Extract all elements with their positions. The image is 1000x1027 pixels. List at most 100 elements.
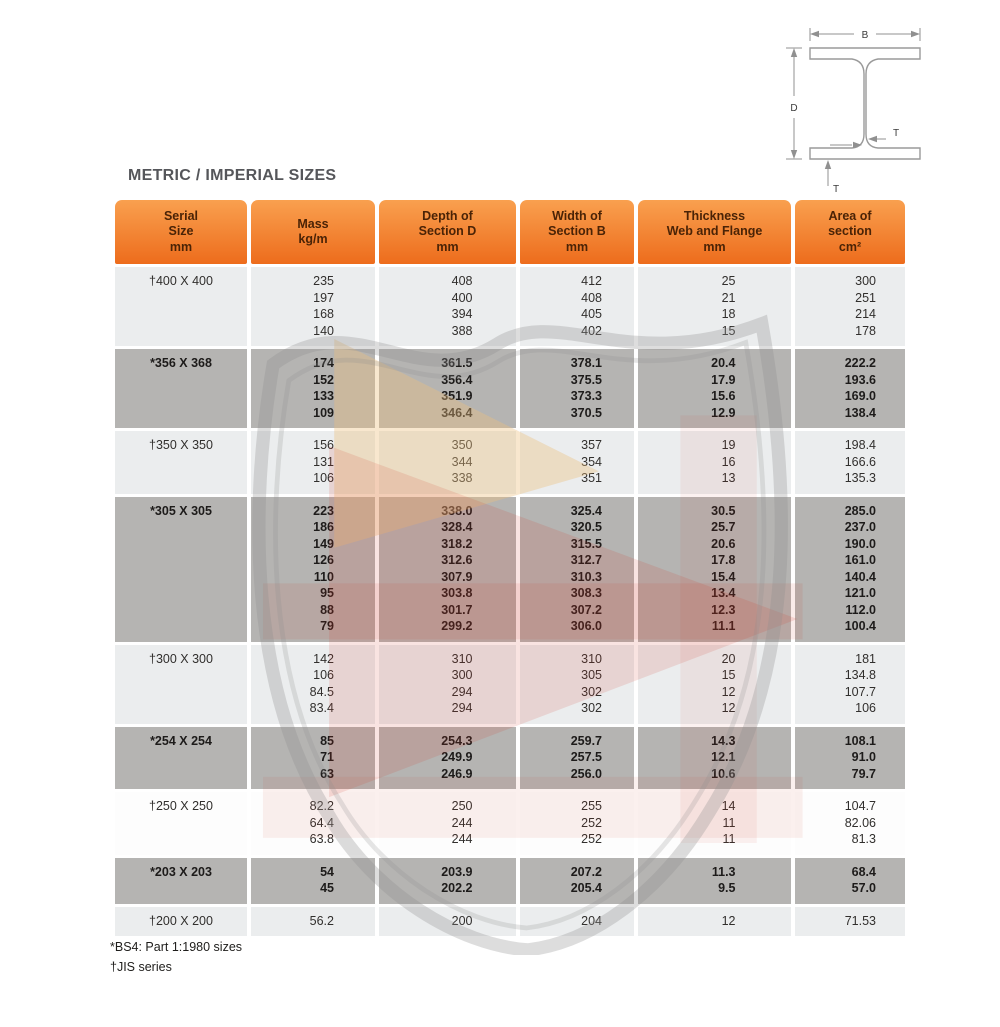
- depth-value: 249.9: [441, 750, 473, 764]
- column-header-line: kg/m: [298, 232, 328, 246]
- mass-value: 106: [313, 668, 334, 682]
- area-value: 138.4: [844, 405, 876, 420]
- mass-cell: 174 152 133 109: [251, 349, 375, 428]
- mass-value: 152: [313, 372, 334, 387]
- width-value: 302: [581, 701, 602, 715]
- thickness-value: 14: [721, 799, 736, 813]
- serial-size-cell: *203 X 203: [115, 857, 247, 904]
- mass-value: 186: [313, 520, 334, 534]
- width-value: 375.5: [570, 372, 602, 387]
- table-row-group: †200 X 200 56.2 200 204 12 71.53: [115, 906, 905, 936]
- table-row-group: †350 X 350 156 131 106 350 344 338 357 354 351 19 1…: [115, 431, 905, 494]
- area-value: 300: [855, 274, 876, 288]
- mass-value: 197: [313, 290, 334, 305]
- depth-value: 356.4: [441, 372, 473, 387]
- thickness-value: 20: [721, 651, 736, 666]
- column-header-mass: Mass kg/m: [251, 200, 375, 264]
- depth-value: 200: [451, 913, 473, 928]
- width-value: 255: [581, 799, 602, 813]
- thickness-value: 12: [721, 684, 736, 699]
- area-cell: 198.4 166.6 135.3: [795, 431, 905, 494]
- width-cell: 255 252 252: [520, 792, 634, 855]
- column-header-line: Width of: [552, 208, 602, 223]
- area-value: 68.4: [851, 864, 876, 879]
- column-header-line: Depth of: [422, 208, 473, 223]
- mass-value: 142: [313, 651, 334, 666]
- serial-size-value: *305 X 305: [150, 503, 212, 518]
- thickness-value: 15.6: [711, 389, 736, 403]
- depth-cell: 250 244 244: [379, 792, 516, 855]
- serial-size-cell: †350 X 350: [115, 431, 247, 494]
- depth-value: 310: [451, 651, 473, 666]
- area-value: 134.8: [844, 668, 876, 682]
- area-value: 81.3: [851, 832, 876, 846]
- column-header-line: Section D: [418, 224, 477, 239]
- serial-size-value: †250 X 250: [149, 799, 213, 813]
- column-header-line: Serial: [163, 208, 199, 223]
- depth-value: 303.8: [441, 586, 473, 600]
- serial-size-cell: †400 X 400: [115, 267, 247, 346]
- column-header-line: Mass: [297, 216, 329, 231]
- width-value: 315.5: [570, 536, 602, 551]
- serial-size-cell: †300 X 300: [115, 644, 247, 724]
- depth-label: D: [790, 103, 797, 114]
- mass-value: 110: [313, 569, 334, 584]
- width-value: 351: [581, 471, 602, 485]
- width-value: 370.5: [570, 405, 602, 420]
- width-cell: 207.2 205.4: [520, 857, 634, 904]
- thickness-value: 17.8: [711, 553, 736, 567]
- thickness-value: 18: [721, 307, 736, 321]
- thickness-cell: 30.5 25.7 20.6 17.8 15.4 13.4 12.3 11.1: [638, 496, 791, 642]
- depth-value: 307.9: [441, 569, 473, 584]
- mass-value: 156: [313, 438, 334, 452]
- column-header-thickness-web-flange: Thickness Web and Flange mm: [638, 200, 791, 264]
- width-cell: 378.1 375.5 373.3 370.5: [520, 349, 634, 428]
- column-header-line: Section B: [548, 224, 606, 239]
- area-value: 91.0: [851, 750, 876, 764]
- mass-value: 63: [320, 766, 334, 781]
- depth-value: 400: [451, 290, 473, 305]
- mass-value: 56.2: [309, 913, 334, 928]
- depth-value: 203.9: [441, 864, 473, 879]
- area-value: 106: [855, 701, 876, 715]
- area-value: 161.0: [844, 553, 876, 567]
- depth-value: 351.9: [441, 389, 473, 403]
- mass-value: 95: [320, 586, 334, 600]
- table-row-group: †300 X 300 142 106 84.5 83.4 310 300 294 294 310 3…: [115, 644, 905, 724]
- depth-value: 202.2: [441, 881, 473, 895]
- mass-value: 106: [313, 471, 334, 485]
- area-value: 71.53: [844, 913, 876, 928]
- area-value: 214: [855, 307, 876, 321]
- thickness-value: 12: [721, 913, 736, 928]
- depth-cell: 203.9 202.2: [379, 857, 516, 904]
- depth-value: 344: [451, 454, 473, 469]
- area-value: 82.06: [844, 815, 876, 830]
- area-cell: 285.0 237.0 190.0 161.0 140.4 121.0 112.0 100.4: [795, 496, 905, 642]
- area-cell: 181 134.8 107.7 106: [795, 644, 905, 724]
- width-value: 252: [581, 815, 602, 830]
- serial-size-cell: †250 X 250: [115, 792, 247, 855]
- thickness-cell: 14.3 12.1 10.6: [638, 726, 791, 789]
- web-thickness-label: T: [893, 128, 899, 139]
- mass-cell: 54 45: [251, 857, 375, 904]
- mass-cell: 156 131 106: [251, 431, 375, 494]
- depth-cell: 200: [379, 906, 516, 936]
- depth-cell: 350 344 338: [379, 431, 516, 494]
- ibeam-section-diagram: B D T T: [786, 28, 921, 195]
- column-header-line: cm²: [838, 239, 862, 254]
- mass-value: 149: [313, 536, 334, 551]
- width-value: 357: [581, 438, 602, 452]
- depth-value: 300: [451, 668, 473, 682]
- area-value: 140.4: [844, 569, 876, 584]
- depth-value: 350: [451, 438, 473, 452]
- width-value: 310: [581, 651, 602, 666]
- mass-value: 109: [313, 405, 334, 420]
- column-header-line: Size: [168, 224, 194, 239]
- footnote-jis: †JIS series: [110, 960, 172, 974]
- area-cell: 300 251 214 178: [795, 267, 905, 346]
- width-value: 308.3: [570, 586, 602, 600]
- serial-size-value: *254 X 254: [150, 733, 212, 748]
- table-row-group: †400 X 400 235 197 168 140 408 400 394 388 412 408…: [115, 267, 905, 346]
